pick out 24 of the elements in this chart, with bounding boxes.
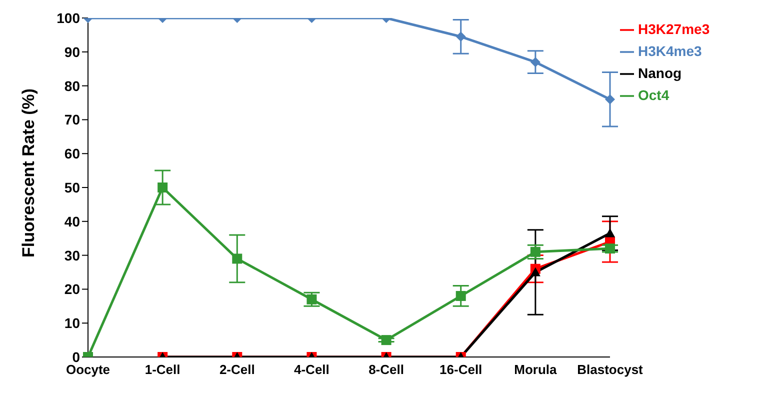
x-tick-label: Morula	[514, 362, 558, 378]
y-tick-label: 30	[64, 247, 80, 264]
legend-label: Oct4	[638, 87, 670, 103]
y-tick-label: 20	[64, 281, 80, 298]
y-tick-label: 40	[64, 213, 80, 230]
x-tick-label: 2-Cell	[219, 362, 255, 378]
x-tick-label: 8-Cell	[368, 362, 404, 378]
y-tick-label: 90	[64, 44, 80, 60]
y-axis-title: Fluorescent Rate (%)	[19, 88, 38, 258]
y-tick-label: 50	[64, 179, 80, 196]
y-tick-label: 10	[64, 315, 80, 332]
legend-label: H3K4me3	[638, 43, 702, 59]
x-tick-label: 4-Cell	[294, 362, 330, 378]
x-tick-label: Blastocyst	[577, 362, 644, 378]
x-tick-label: 1-Cell	[144, 362, 180, 378]
legend-label: Nanog	[638, 65, 682, 81]
y-tick-label: 0	[72, 348, 80, 365]
y-tick-label: 100	[56, 10, 80, 26]
y-tick-label: 80	[64, 78, 80, 94]
x-tick-label: Oocyte	[66, 362, 110, 378]
y-tick-label: 70	[64, 112, 80, 128]
y-tick-label: 60	[64, 146, 80, 162]
x-tick-label: 16-Cell	[440, 362, 482, 378]
legend-label: H3K27me3	[638, 21, 710, 37]
